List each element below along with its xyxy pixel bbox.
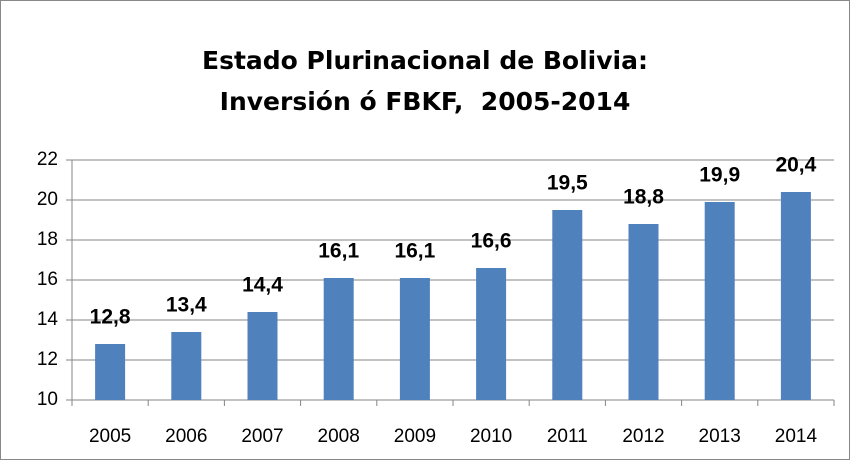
chart-title: Estado Plurinacional de Bolivia: [202,46,648,75]
bar [476,268,507,400]
y-tick-label: 10 [37,389,58,410]
value-label: 16,1 [318,240,359,263]
chart-title: Inversión ó FBKF, 2005-2014 [220,87,631,116]
bar [323,278,354,400]
bar [780,192,811,400]
value-label: 19,9 [699,164,740,187]
y-tick-label: 16 [37,269,58,290]
value-label: 14,4 [242,274,283,297]
y-tick-label: 18 [37,229,58,250]
value-label: 20,4 [775,154,816,177]
x-tick-label: 2010 [470,426,512,447]
value-label: 18,8 [623,186,664,209]
value-label: 16,6 [471,230,512,253]
bar [247,312,278,400]
bar [399,278,430,400]
bar [552,210,583,400]
bar [95,344,126,400]
y-tick-label: 14 [37,309,59,330]
value-label: 19,5 [547,172,588,195]
value-label: 13,4 [166,294,207,317]
bar [704,202,735,400]
x-tick-label: 2009 [394,426,436,447]
bar [628,224,659,400]
x-tick-label: 2005 [89,426,131,447]
x-tick-label: 2007 [241,426,283,447]
x-tick-label: 2006 [165,426,207,447]
bar [171,332,202,400]
x-tick-label: 2008 [318,426,360,447]
y-tick-label: 12 [37,349,58,370]
x-tick-label: 2012 [622,426,664,447]
y-tick-label: 22 [37,149,58,170]
x-tick-label: 2011 [547,426,588,447]
value-label: 12,8 [90,306,131,329]
x-tick-label: 2013 [699,426,741,447]
y-tick-label: 20 [37,189,58,210]
x-tick-label: 2014 [775,426,818,447]
value-label: 16,1 [394,240,435,263]
